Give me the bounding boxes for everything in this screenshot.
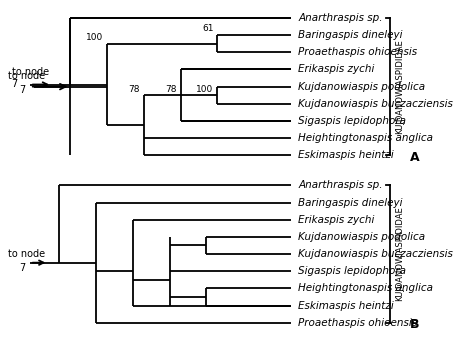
Text: 100: 100 xyxy=(86,33,103,42)
Text: Baringaspis dineleyi: Baringaspis dineleyi xyxy=(298,30,402,40)
Text: Kujdanowiaspis podolica: Kujdanowiaspis podolica xyxy=(298,82,425,92)
Text: Heightingtonaspis anglica: Heightingtonaspis anglica xyxy=(298,133,433,143)
Text: Heightingtonaspis anglica: Heightingtonaspis anglica xyxy=(298,283,433,294)
Text: 7: 7 xyxy=(19,85,25,95)
Text: Kujdanowiaspis podolica: Kujdanowiaspis podolica xyxy=(298,232,425,242)
Text: to node
7: to node 7 xyxy=(11,67,49,89)
Text: 78: 78 xyxy=(165,84,177,94)
Text: 78: 78 xyxy=(128,84,140,94)
Text: Proaethaspis ohioensis: Proaethaspis ohioensis xyxy=(298,47,417,57)
Text: B: B xyxy=(410,318,419,332)
Text: Kujdanowiaspis buczacziensis: Kujdanowiaspis buczacziensis xyxy=(298,249,453,259)
Text: to node: to node xyxy=(8,249,45,259)
Text: Kujdanowiaspis buczacziensis: Kujdanowiaspis buczacziensis xyxy=(298,99,453,109)
Text: Sigaspis lepidophora: Sigaspis lepidophora xyxy=(298,116,406,126)
Text: Erikaspis zychi: Erikaspis zychi xyxy=(298,215,374,225)
Text: Anarthraspis sp.: Anarthraspis sp. xyxy=(298,180,383,190)
Text: 100: 100 xyxy=(196,84,214,94)
Text: A: A xyxy=(410,151,419,164)
Text: Eskimaspis heintzi: Eskimaspis heintzi xyxy=(298,301,394,311)
Text: Eskimaspis heintzi: Eskimaspis heintzi xyxy=(298,151,394,160)
Text: Sigaspis lepidophora: Sigaspis lepidophora xyxy=(298,266,406,276)
Text: Proaethaspis ohioensis: Proaethaspis ohioensis xyxy=(298,318,417,328)
Text: KUJDANOWIASPIDIDAE: KUJDANOWIASPIDIDAE xyxy=(395,207,404,301)
Text: KUJDANOWIASPIDIDAE: KUJDANOWIASPIDIDAE xyxy=(395,39,404,134)
Text: to node: to node xyxy=(8,71,45,81)
Text: Erikaspis zychi: Erikaspis zychi xyxy=(298,64,374,75)
Text: Baringaspis dineleyi: Baringaspis dineleyi xyxy=(298,198,402,207)
Text: Anarthraspis sp.: Anarthraspis sp. xyxy=(298,13,383,23)
Text: 61: 61 xyxy=(202,24,214,33)
Text: 7: 7 xyxy=(19,263,25,273)
